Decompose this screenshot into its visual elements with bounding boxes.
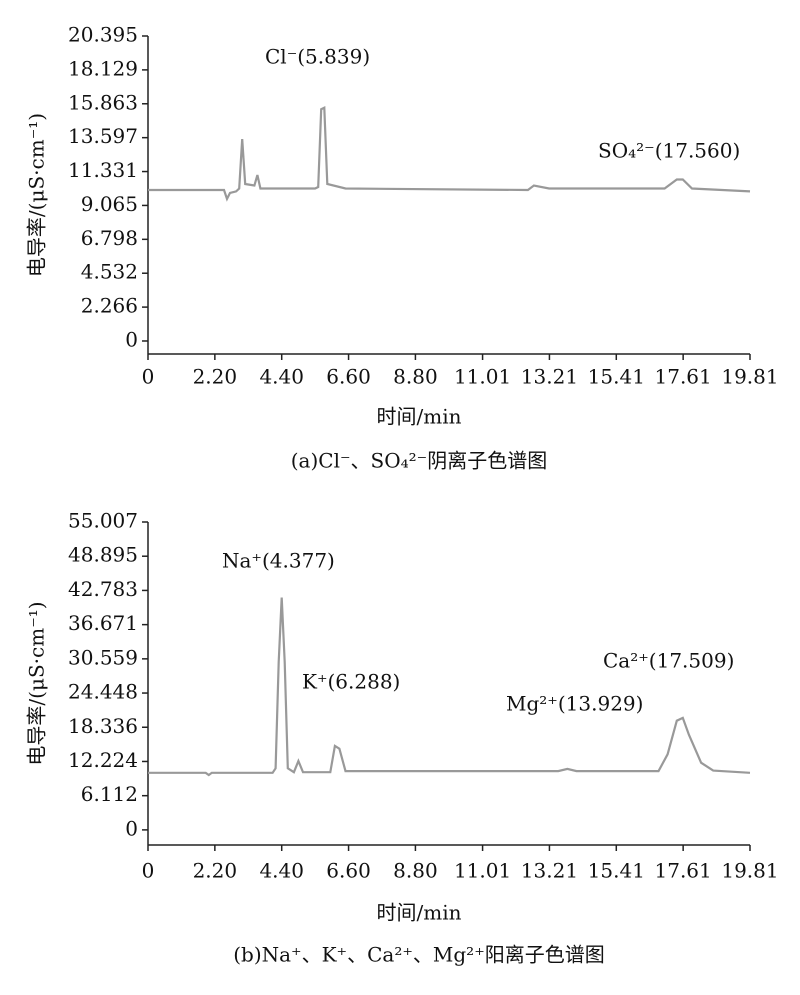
- y-tick-label: 9.065: [81, 192, 138, 216]
- peak-annotation: K⁺(6.288): [302, 670, 400, 694]
- peak-annotation: Cl⁻(5.839): [265, 45, 370, 69]
- x-tick-label: 17.61: [655, 859, 712, 883]
- x-tick-label: 2.20: [193, 859, 238, 883]
- x-tick-label: 8.80: [393, 859, 438, 883]
- x-tick-label: 19.81: [721, 365, 778, 389]
- y-tick-label: 30.559: [68, 645, 138, 669]
- y-tick-label: 6.112: [81, 782, 138, 806]
- y-tick-label: 2.266: [81, 294, 138, 318]
- chromatogram-line: [148, 105, 751, 202]
- y-tick-label: 15.863: [68, 90, 138, 114]
- x-tick-label: 19.81: [721, 859, 778, 883]
- x-tick-label: 0: [142, 365, 155, 389]
- y-tick-label: 12.224: [68, 748, 138, 772]
- y-tick-label: 11.331: [68, 158, 138, 182]
- y-tick-label: 4.532: [81, 260, 138, 284]
- y-tick-label: 20.395: [68, 23, 138, 47]
- y-axis-label: 电导率/(μS·cm⁻¹): [25, 113, 49, 277]
- y-tick-label: 6.798: [81, 226, 138, 250]
- caption: (b)Na⁺、K⁺、Ca²⁺、Mg²⁺阳离子色谱图: [233, 943, 605, 967]
- peak-annotation: Mg²⁺(13.929): [506, 692, 643, 716]
- y-tick-label: 0: [125, 816, 138, 840]
- x-tick-label: 2.20: [193, 365, 238, 389]
- x-tick-label: 0: [142, 859, 155, 883]
- x-tick-label: 6.60: [326, 365, 371, 389]
- x-tick-label: 15.41: [588, 859, 645, 883]
- y-tick-label: 42.783: [68, 577, 138, 601]
- y-tick-label: 24.448: [68, 680, 138, 704]
- y-tick-label: 48.895: [68, 543, 138, 567]
- x-tick-label: 13.21: [521, 859, 578, 883]
- caption: (a)Cl⁻、SO₄²⁻阴离子色谱图: [291, 449, 547, 473]
- x-axis-label: 时间/min: [377, 901, 462, 925]
- x-tick-label: 4.40: [259, 859, 304, 883]
- chromatogram-line: [148, 597, 751, 777]
- x-tick-label: 4.40: [259, 365, 304, 389]
- x-tick-label: 11.01: [454, 859, 511, 883]
- y-tick-label: 0: [125, 327, 138, 351]
- y-axis-label: 电导率/(μS·cm⁻¹): [25, 601, 49, 765]
- x-tick-label: 6.60: [326, 859, 371, 883]
- y-tick-label: 13.597: [68, 124, 138, 148]
- y-tick-label: 55.007: [68, 509, 138, 533]
- peak-annotation: SO₄²⁻(17.560): [598, 139, 740, 163]
- x-tick-label: 8.80: [393, 365, 438, 389]
- y-tick-label: 36.671: [68, 611, 138, 635]
- x-tick-label: 15.41: [588, 365, 645, 389]
- y-tick-label: 18.129: [68, 56, 138, 80]
- x-tick-label: 11.01: [454, 365, 511, 389]
- x-tick-label: 13.21: [521, 365, 578, 389]
- peak-annotation: Na⁺(4.377): [222, 549, 335, 573]
- peak-annotation: Ca²⁺(17.509): [603, 649, 734, 673]
- y-tick-label: 18.336: [68, 714, 138, 738]
- x-axis-label: 时间/min: [377, 405, 462, 429]
- x-tick-label: 17.61: [655, 365, 712, 389]
